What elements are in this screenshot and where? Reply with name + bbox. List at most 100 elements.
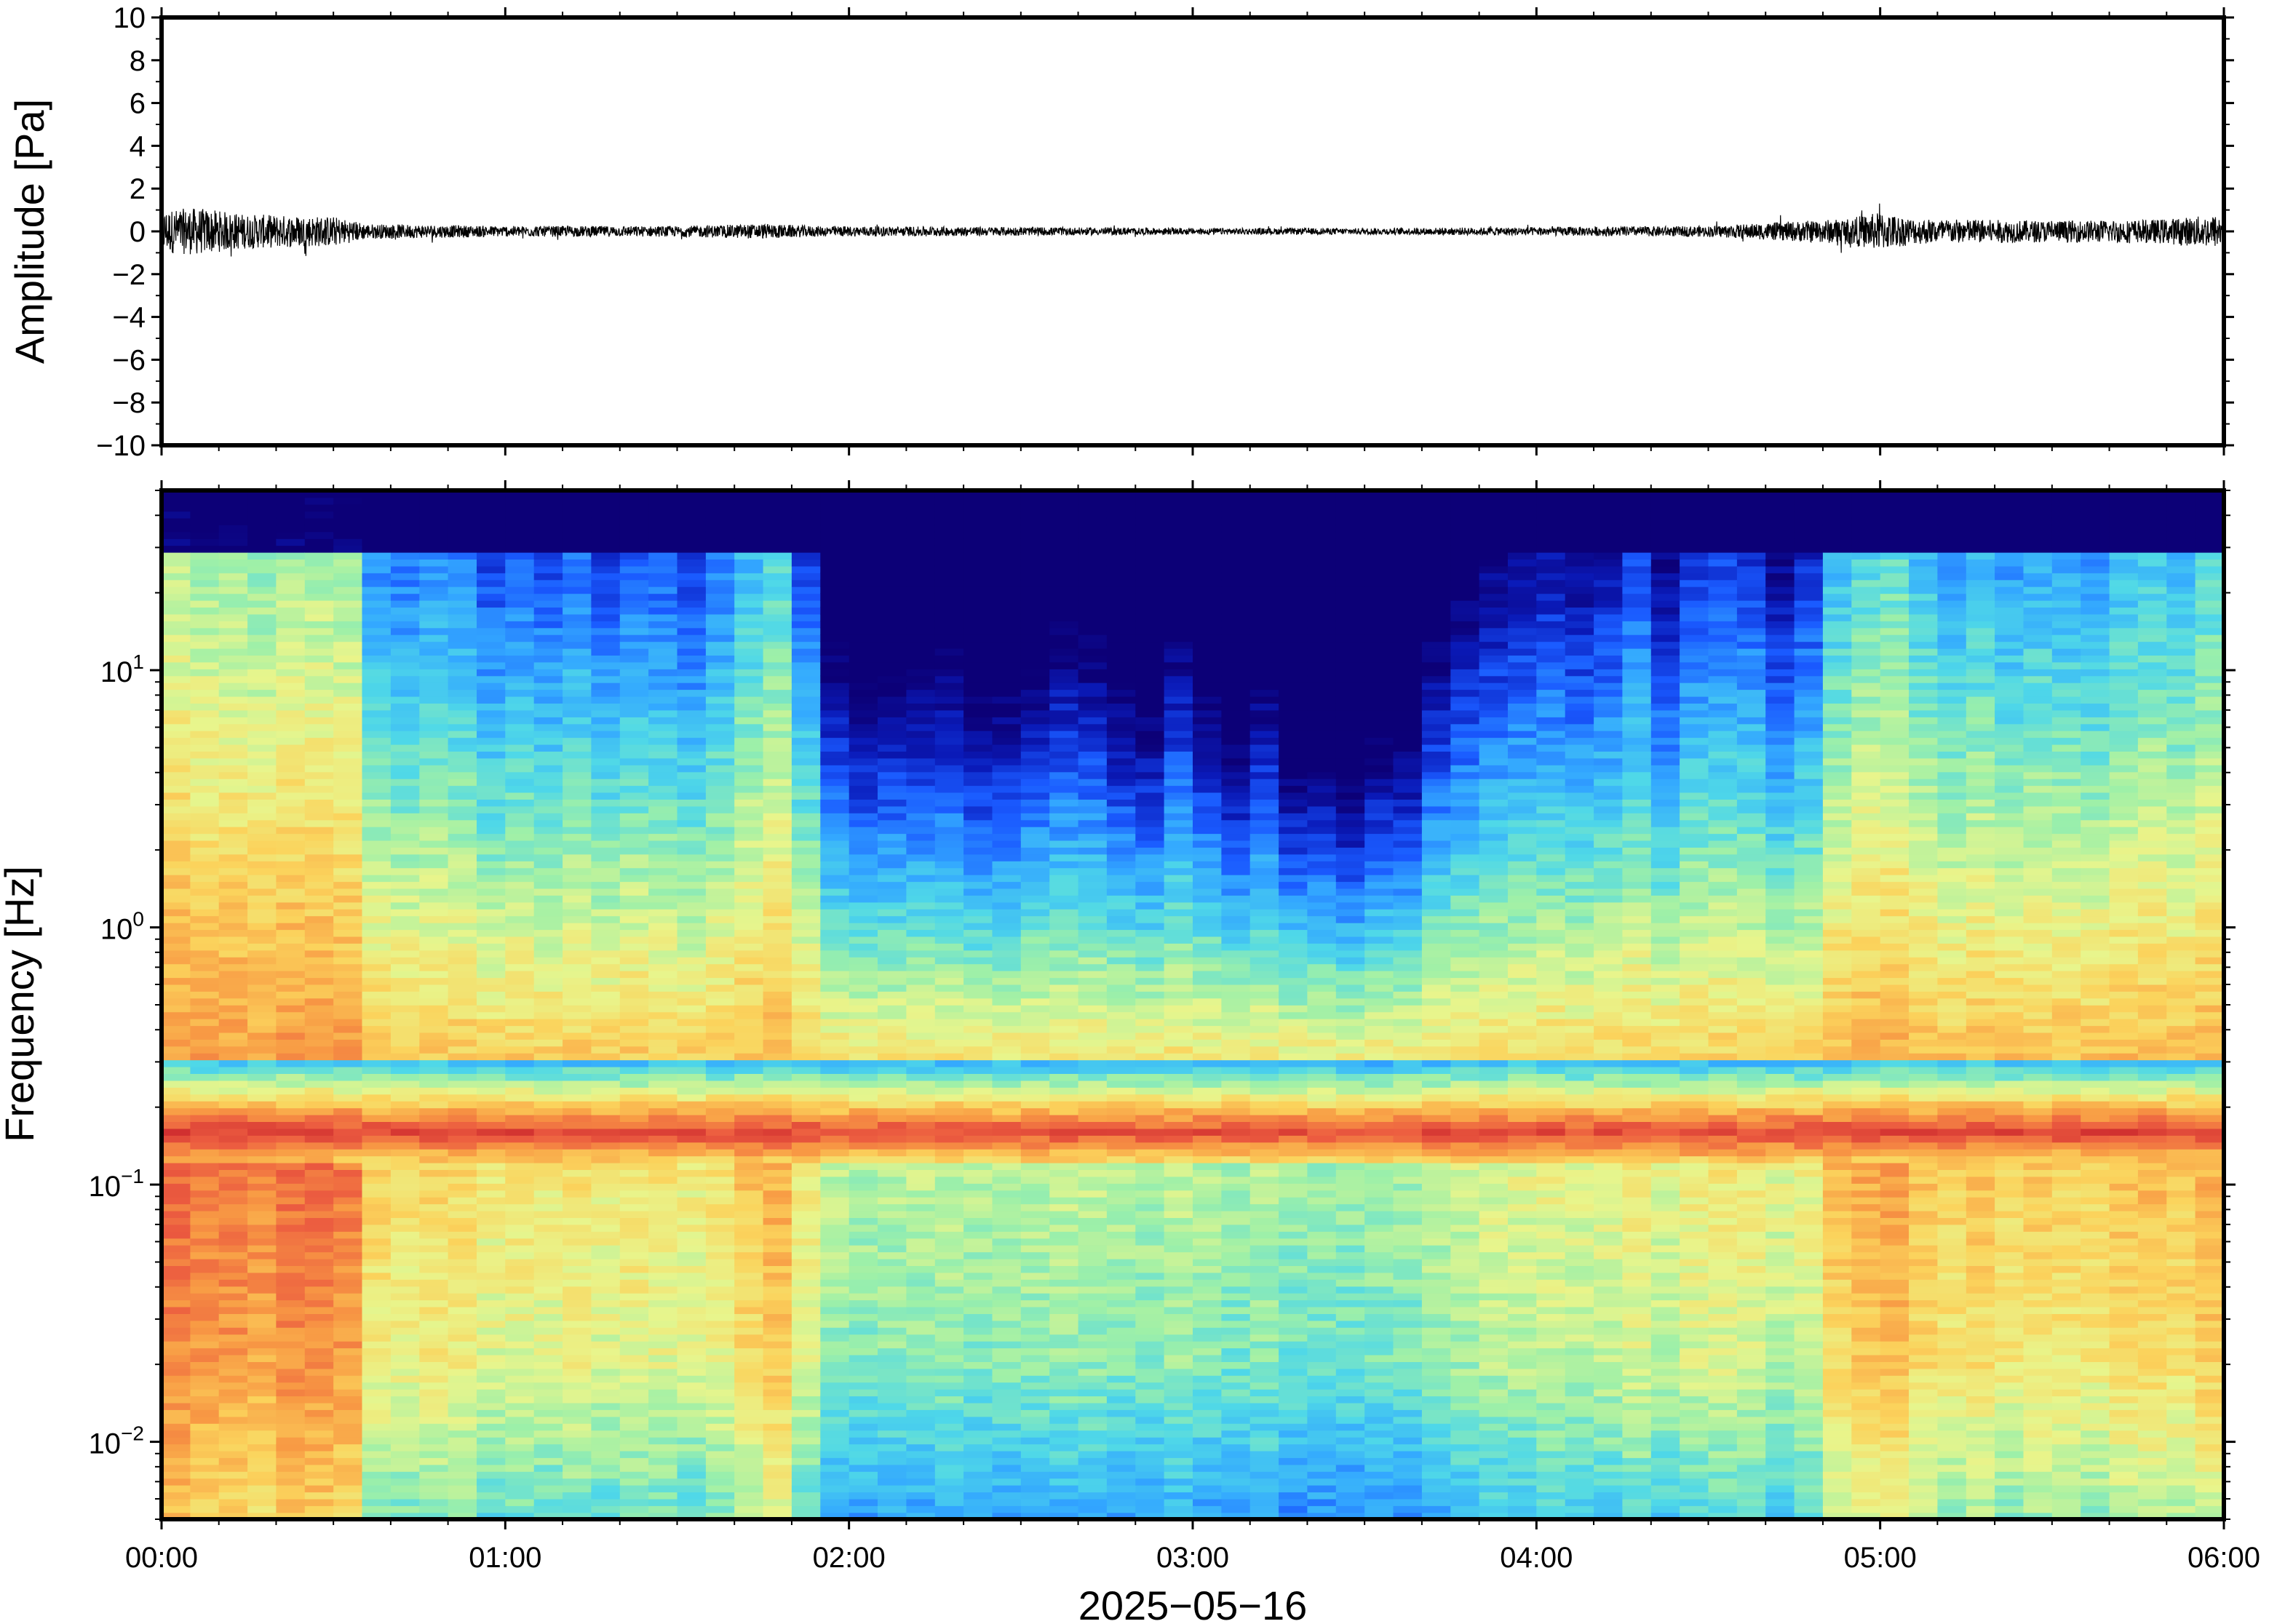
spectrogram-cell [247, 998, 277, 1006]
spectrogram-cell [190, 1306, 220, 1314]
spectrogram-cell [791, 1162, 822, 1170]
spectrogram-cell [276, 559, 306, 567]
spectrogram-cell [448, 1244, 477, 1253]
spectrogram-cell [505, 805, 535, 813]
spectrogram-cell [648, 1436, 678, 1445]
spectrogram-cell [591, 1155, 621, 1163]
spectrogram-cell [734, 1005, 764, 1013]
spectrogram-cell [190, 607, 220, 615]
spectrogram-cell [218, 497, 248, 505]
spectrogram-cell [791, 613, 822, 621]
spectrogram-cell [791, 840, 822, 848]
spectrogram-cell [1020, 552, 1050, 560]
spectrogram-cell [505, 970, 535, 979]
spectrogram-cell [906, 1046, 936, 1054]
spectrogram-cell [1049, 1080, 1079, 1088]
spectrogram-cell [533, 874, 563, 883]
spectrogram-cell [906, 1478, 936, 1486]
spectrogram-cell [705, 792, 736, 800]
spectrogram-cell [247, 525, 277, 533]
spectrogram-cell [304, 1416, 334, 1424]
spectrogram-cell [448, 991, 477, 999]
spectrogram-cell [734, 1231, 764, 1239]
spectrogram-cell [648, 874, 678, 883]
spectrogram-cell [218, 1492, 248, 1500]
spectrogram-cell [1020, 1039, 1050, 1047]
spectrogram-cell [763, 799, 792, 807]
spectrogram-cell [333, 1053, 363, 1061]
spectrogram-cell [477, 682, 506, 690]
spectrogram-cell [705, 1210, 736, 1218]
spectrogram-cell [247, 1073, 277, 1081]
spectrogram-cell [1078, 497, 1108, 505]
spectrogram-cell [619, 1464, 649, 1472]
spectrogram-cell [849, 1327, 878, 1335]
spectrogram-cell [1049, 1436, 1079, 1445]
spectrogram-cell [591, 682, 621, 690]
spectrogram-cell [849, 888, 878, 896]
spectrogram-cell [390, 1348, 421, 1356]
spectrogram-cell [705, 600, 736, 608]
spectrogram-cell [563, 771, 592, 779]
spectrogram-cell [1078, 1039, 1108, 1047]
spectrogram-cell [906, 1244, 936, 1253]
spectrogram-cell [677, 1066, 707, 1074]
spectrogram-cell [878, 1210, 907, 1218]
spectrogram-cell [218, 1484, 248, 1493]
spectrogram-cell [390, 1053, 421, 1061]
spectrogram-cell [1049, 901, 1079, 909]
spectrogram-cell [963, 634, 993, 642]
spectrogram-cell [304, 1340, 334, 1349]
spectrogram-cell [276, 909, 306, 917]
spectrogram-cell [906, 517, 936, 525]
spectrogram-cell [1049, 970, 1079, 979]
spectrogram-cell [677, 1416, 707, 1424]
spectrogram-cell [162, 621, 191, 629]
spectrogram-cell [304, 525, 334, 533]
spectrogram-cell [705, 1272, 736, 1280]
spectrogram-cell [505, 751, 535, 759]
spectrogram-cell [619, 1286, 649, 1294]
spectrogram-cell [362, 730, 392, 739]
spectrogram-cell [276, 1114, 306, 1122]
spectrogram-cell [162, 648, 191, 656]
spectrogram-cell [677, 915, 707, 923]
spectrogram-cell [1049, 1327, 1079, 1335]
spectrogram-cell [218, 1375, 248, 1383]
spectrogram-cell [162, 511, 191, 519]
spectrogram-cell [849, 661, 878, 669]
spectrogram-cell [791, 1203, 822, 1211]
spectrogram-cell [477, 888, 506, 896]
spectrogram-cell [963, 1382, 993, 1390]
spectrogram-cell [304, 1217, 334, 1225]
spectrogram-cell [276, 1101, 306, 1109]
spectrogram-cell [591, 861, 621, 869]
spectrogram-cell [190, 771, 220, 779]
spectrogram-cell [619, 1053, 649, 1061]
spectrogram-cell [162, 757, 191, 765]
spectrogram-cell [734, 1512, 764, 1519]
spectrogram-cell [1049, 641, 1079, 649]
spectrogram-cell [648, 1265, 678, 1273]
spectrogram-cell [1049, 1183, 1079, 1191]
spectrogram-cell [505, 1492, 535, 1500]
spectrogram-cell [162, 922, 191, 931]
spectrogram-cell [276, 689, 306, 697]
spectrogram-cell [705, 621, 736, 629]
spectrogram-cell [190, 1478, 220, 1486]
spectrogram-cell [992, 1251, 1022, 1259]
spectrogram-cell [763, 552, 792, 560]
spectrogram-cell [619, 1471, 649, 1479]
spectrogram-cell [1020, 1224, 1050, 1232]
spectrogram-cell [276, 895, 306, 903]
spectrogram-cell [563, 799, 592, 807]
spectrogram-cell [734, 1018, 764, 1027]
spectrogram-cell [362, 1162, 392, 1170]
spectrogram-cell [1049, 1306, 1079, 1314]
spectrogram-cell [333, 1135, 363, 1143]
spectrogram-cell [791, 1457, 822, 1465]
spectrogram-cell [533, 709, 563, 717]
spectrogram-cell [849, 1368, 878, 1376]
spectrogram-cell [218, 1169, 248, 1177]
spectrogram-cell [247, 559, 277, 567]
